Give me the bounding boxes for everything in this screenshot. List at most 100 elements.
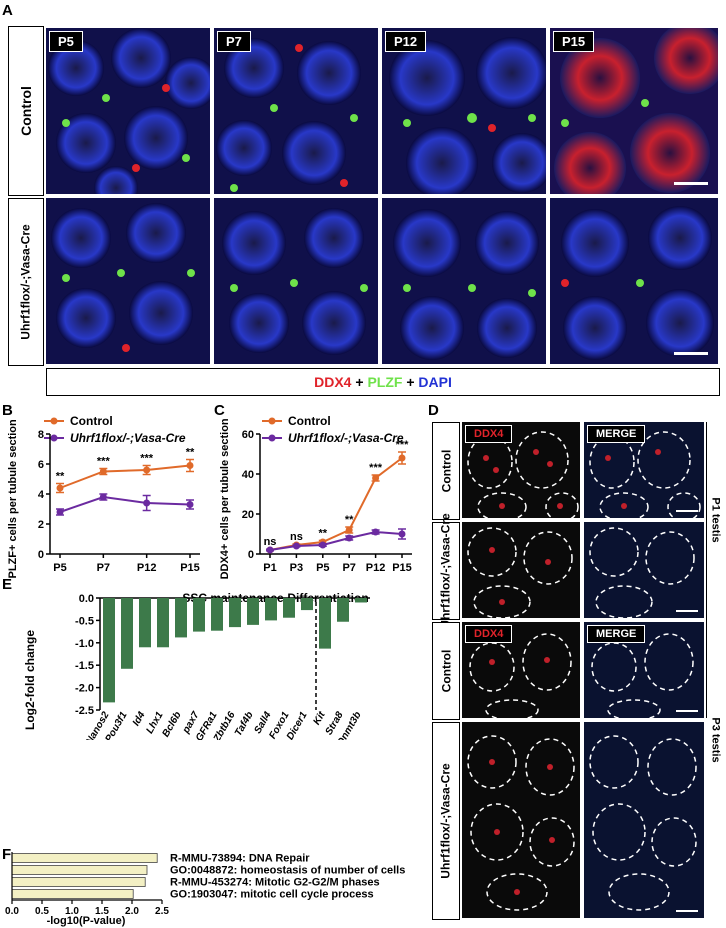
- stain-legend: DDX4 + PLZF + DAPI: [46, 368, 720, 396]
- panel-label-d: D: [428, 402, 439, 419]
- y-tick-label: -2.5: [75, 705, 94, 717]
- x-tick-label: P5: [316, 562, 329, 574]
- y-axis-label: Log2-fold change: [23, 630, 37, 730]
- data-point: [345, 534, 353, 542]
- y-tick-label: 0: [38, 549, 44, 561]
- significance-label: ***: [369, 462, 383, 474]
- bar: [301, 598, 313, 611]
- tile-label: P12: [385, 31, 427, 52]
- y-tick-label: 8: [38, 429, 44, 441]
- micrograph-d-mutant-p1-merge: [584, 522, 704, 618]
- x-tick-label: P7: [342, 562, 355, 574]
- bar: [11, 877, 146, 887]
- data-point: [398, 530, 406, 538]
- y-tick-label: 20: [242, 509, 254, 521]
- bar: [11, 853, 158, 863]
- micrograph-d-mutant-p3-merge: [584, 722, 704, 918]
- micrograph-d-control-p3-merge: MERGE: [584, 622, 704, 718]
- x-tick-label: Taf4b: [233, 710, 256, 738]
- side-label-p1: P1 testis: [710, 497, 722, 543]
- panel-label-a: A: [2, 2, 13, 19]
- category-label: R-MMU-73894: DNA Repair: [170, 853, 310, 865]
- x-tick-label: P1: [263, 562, 276, 574]
- legend-label: Control: [288, 414, 331, 428]
- x-tick-label: 0.0: [5, 906, 19, 917]
- row-label-mutant: Uhrf1flox/-;Vasa-Cre: [8, 198, 44, 366]
- category-label: R-MMU-453274: Mitotic G2-G2/M phases: [170, 877, 380, 889]
- x-tick-label: P5: [53, 562, 66, 574]
- row-label-control: Control: [8, 26, 44, 196]
- category-label: GO:0048872: homeostasis of number of cel…: [170, 865, 405, 877]
- x-tick-label: P7: [97, 562, 110, 574]
- data-point: [143, 499, 151, 507]
- x-tick-label: Kit: [311, 709, 328, 727]
- legend-label: Control: [70, 414, 113, 428]
- micrograph-texture: [467, 735, 575, 911]
- tile-label: DDX4: [465, 625, 513, 643]
- significance-label: ***: [140, 453, 154, 465]
- data-point: [372, 474, 380, 482]
- micrograph-texture: [550, 198, 718, 364]
- y-tick-label: -1.0: [75, 638, 94, 650]
- bar: [139, 598, 151, 648]
- legend-plzf: PLZF: [367, 374, 403, 390]
- y-tick-label: 2: [38, 519, 44, 531]
- micrograph-control-p7: P7: [214, 28, 378, 194]
- micrograph-control-p12: P12: [382, 28, 546, 194]
- micrograph-d-control-p3-ddx4: DDX4: [462, 622, 580, 718]
- x-tick-label: P12: [366, 562, 386, 574]
- micrograph-texture: [469, 633, 572, 718]
- micrograph-texture: [467, 527, 573, 618]
- micrograph-texture: [382, 198, 546, 364]
- y-tick-label: -2.0: [75, 683, 94, 695]
- data-point: [186, 501, 194, 508]
- bar: [337, 598, 349, 622]
- chart-c-legend: Control Uhrf1flox/-;Vasa-Cre: [262, 414, 404, 445]
- scale-bar: [674, 352, 708, 355]
- data-point: [99, 468, 107, 475]
- y-axis-label: No. of PLZF+ cells per tubule section: [7, 419, 19, 580]
- panel-label-c: C: [214, 402, 225, 419]
- micrograph-control-p5: P5: [46, 28, 210, 194]
- significance-label: **: [319, 527, 328, 539]
- tile-label: P15: [553, 31, 595, 52]
- row-label-mutant-p1: Uhrf1flox/-;Vasa-Cre: [432, 513, 460, 629]
- side-label-p3: P3 testis: [710, 717, 722, 763]
- tile-label: MERGE: [587, 425, 646, 443]
- panel-label-b: B: [2, 402, 13, 419]
- significance-label: ns: [264, 536, 277, 548]
- data-point: [56, 508, 64, 516]
- bar: [11, 889, 134, 899]
- x-tick-label: Id4: [131, 710, 148, 728]
- micrograph-mutant-p5: [46, 198, 210, 364]
- y-tick-label: 0: [248, 549, 254, 561]
- micrograph-texture: [589, 527, 695, 618]
- micrograph-texture: [46, 28, 210, 194]
- legend-label: Uhrf1flox/-;Vasa-Cre: [70, 431, 186, 445]
- micrograph-texture: [550, 28, 718, 194]
- data-point: [292, 542, 300, 550]
- micrograph-mutant-p7: [214, 198, 378, 364]
- y-tick-label: -0.5: [75, 615, 94, 627]
- bar: [157, 598, 169, 648]
- bar: [193, 598, 205, 632]
- bar: [229, 598, 241, 628]
- x-tick-label: 2.0: [125, 906, 139, 917]
- legend-ddx4: DDX4: [314, 374, 352, 390]
- data-point: [398, 454, 406, 462]
- category-label: GO:1903047: mitotic cell cycle process: [170, 889, 374, 901]
- series-line: [59, 464, 191, 489]
- tile-label: DDX4: [465, 425, 513, 443]
- data-point: [143, 466, 151, 474]
- y-tick-label: -1.5: [75, 660, 94, 672]
- micrograph-texture: [46, 198, 210, 364]
- x-tick-label: 1.5: [95, 906, 109, 917]
- x-tick-label: Bcl6b: [160, 710, 183, 739]
- scale-bar: [676, 510, 698, 512]
- bar: [11, 865, 148, 875]
- bar: [283, 598, 295, 618]
